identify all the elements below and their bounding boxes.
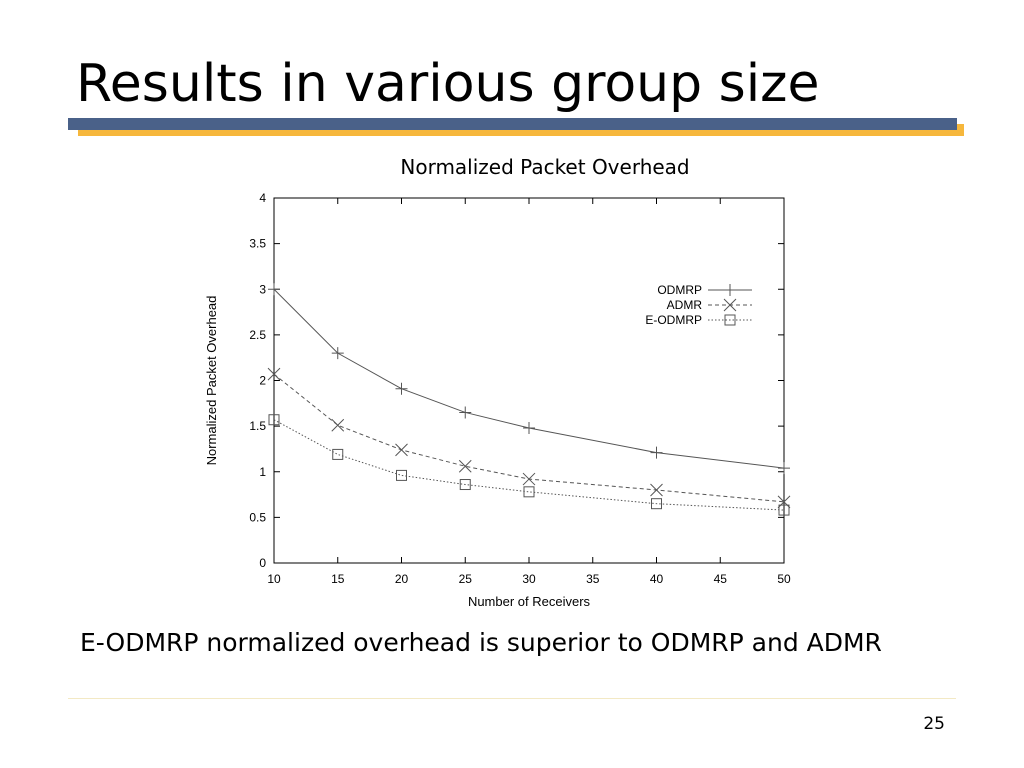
point-e-odmrp-3 [459, 479, 471, 491]
y-tick-label-2: 1 [259, 465, 266, 479]
y-tick-label-3: 1.5 [249, 419, 266, 433]
point-admr-4 [522, 472, 536, 486]
chart-svg: Normalized Packet Overhead 0 0.5 1 1.5 2 2.5 3 3… [204, 155, 791, 609]
x-tick-label-5: 35 [586, 572, 600, 586]
point-admr-1 [331, 418, 345, 432]
point-e-odmrp-4 [523, 486, 535, 498]
point-odmrp-4 [523, 421, 535, 434]
x-tick-label-4: 30 [522, 572, 536, 586]
legend-label-e-odmrp: E-ODMRP [645, 313, 702, 327]
point-e-odmrp-0 [268, 414, 280, 426]
point-odmrp-5 [650, 446, 663, 459]
x-axis-label: Number of Receivers [468, 594, 591, 609]
x-tick-label-7: 45 [714, 572, 728, 586]
point-admr-5 [650, 483, 663, 497]
point-admr-2 [395, 443, 408, 457]
legend-marker-odmrp [724, 284, 736, 296]
point-admr-3 [458, 459, 472, 473]
legend-label-odmrp: ODMRP [657, 283, 702, 297]
point-admr-0 [267, 367, 281, 381]
y-tick-label-0: 0 [259, 556, 266, 570]
footer-divider [68, 698, 956, 699]
x-tick-label-6: 40 [650, 572, 664, 586]
series-line-e-odmrp [273, 419, 785, 511]
x-tick-label-8: 50 [777, 572, 791, 586]
plot-frame [273, 197, 785, 564]
page-number: 25 [923, 714, 945, 734]
x-tick-label-2: 20 [395, 572, 409, 586]
slide-title: Results in various group size [76, 54, 820, 114]
point-e-odmrp-6 [778, 504, 790, 516]
point-e-odmrp-1 [332, 448, 344, 460]
title-underline-blue [68, 118, 957, 130]
point-odmrp-3 [459, 406, 472, 419]
legend-label-admr: ADMR [667, 298, 703, 312]
chart: Normalized Packet Overhead 0 0.5 1 1.5 2 2.5 3 3… [190, 148, 850, 618]
x-tick-label-1: 15 [331, 572, 345, 586]
point-odmrp-1 [331, 347, 344, 360]
x-tick-label-3: 25 [459, 572, 473, 586]
x-tick-label-0: 10 [267, 572, 281, 586]
point-e-odmrp-2 [396, 469, 407, 481]
y-tick-label-1: 0.5 [249, 510, 266, 524]
point-odmrp-2 [395, 382, 408, 395]
slide-caption: E-ODMRP normalized overhead is superior … [80, 628, 882, 657]
y-tick-label-7: 3.5 [249, 237, 266, 251]
point-odmrp-6 [778, 462, 790, 475]
y-tick-label-4: 2 [259, 374, 266, 388]
legend-marker-e-odmrp [724, 314, 736, 326]
point-admr-6 [777, 495, 791, 509]
y-tick-label-8: 4 [259, 191, 266, 205]
series-line-admr [273, 373, 785, 503]
y-axis-label: Normalized Packet Overhead [204, 296, 219, 466]
y-tick-label-6: 3 [259, 282, 266, 296]
y-tick-label-5: 2.5 [249, 328, 266, 342]
legend-marker-admr [723, 298, 737, 312]
series-line-odmrp [273, 288, 785, 469]
point-odmrp-0 [268, 283, 280, 296]
point-e-odmrp-5 [651, 498, 662, 510]
chart-title: Normalized Packet Overhead [400, 155, 689, 179]
